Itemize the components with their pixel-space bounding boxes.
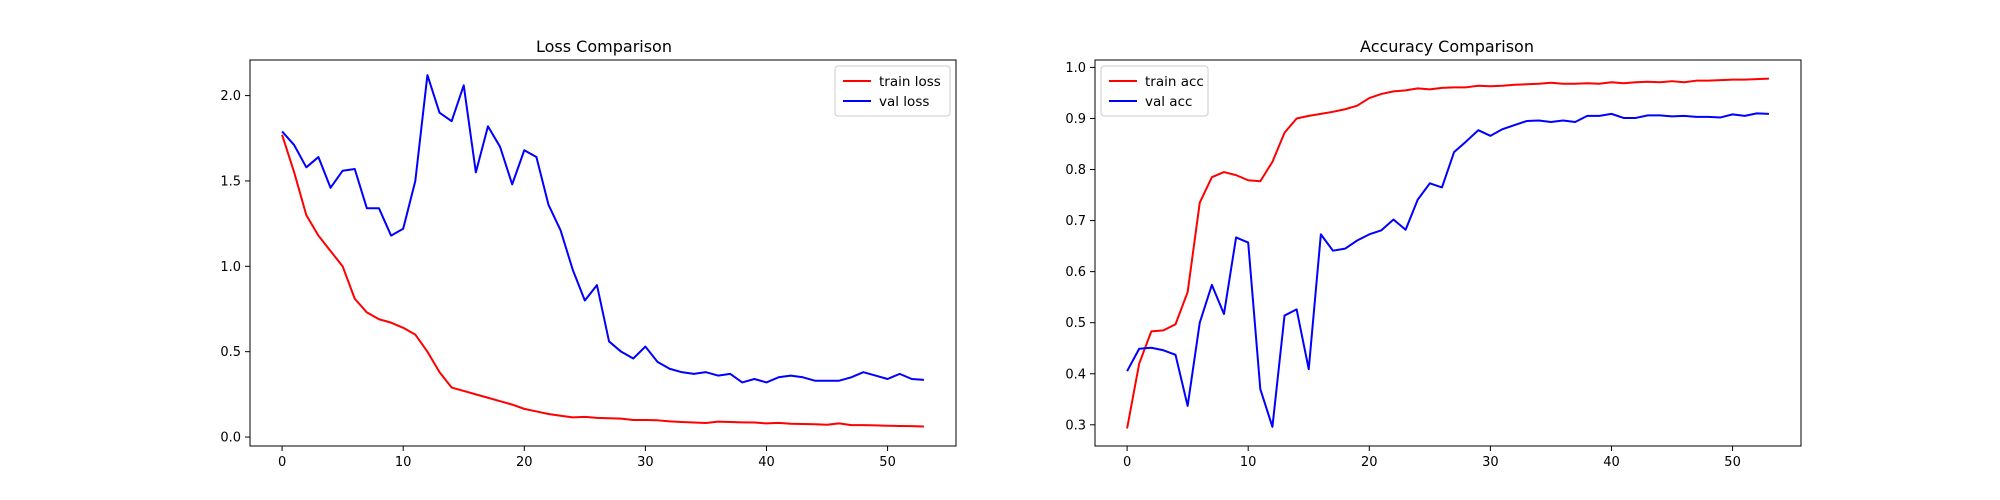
accuracy-series-line-train-acc	[1126, 77, 1769, 429]
loss-x-tick-label: 10	[395, 455, 412, 470]
accuracy-chart-title: Accuracy Comparison	[1360, 37, 1534, 56]
loss-legend-label: val loss	[879, 94, 929, 110]
accuracy-y-tick-label: 0.7	[1065, 214, 1086, 229]
loss-axis-ticks: 0 10 20 30 40 50 0.0 0.5 1.0 1.5 2.0	[220, 89, 896, 470]
loss-legend-label: train loss	[879, 74, 941, 90]
accuracy-legend-box	[1100, 65, 1209, 117]
loss-x-tick-label: 50	[879, 455, 896, 470]
loss-comparison-chart: Loss Comparison 0 10 20 30 40 50 0.0 0.5 1.0 1.5 2…	[220, 37, 957, 470]
loss-y-tick-label: 2.0	[220, 89, 241, 104]
loss-y-tick-label: 0.5	[220, 345, 241, 360]
accuracy-legend-label: val acc	[1145, 94, 1192, 110]
accuracy-y-tick-label: 0.4	[1065, 367, 1086, 382]
accuracy-x-tick-label: 0	[1123, 455, 1131, 470]
loss-plot-frame	[249, 59, 957, 447]
loss-x-tick-label: 20	[516, 455, 533, 470]
loss-x-tick-label: 40	[758, 455, 775, 470]
loss-series-lines	[281, 74, 924, 428]
accuracy-x-tick-label: 10	[1240, 455, 1257, 470]
accuracy-series-line-val-acc	[1126, 112, 1769, 428]
loss-x-tick-label: 0	[278, 455, 286, 470]
accuracy-series-lines	[1126, 77, 1769, 429]
accuracy-y-tick-label: 1.0	[1065, 61, 1086, 76]
loss-y-tick-label: 0.0	[220, 431, 241, 446]
accuracy-y-tick-label: 0.8	[1065, 163, 1086, 178]
accuracy-y-tick-label: 0.5	[1065, 316, 1086, 331]
accuracy-y-tick-label: 0.3	[1065, 418, 1086, 433]
accuracy-y-tick-label: 0.9	[1065, 112, 1086, 127]
accuracy-x-tick-label: 30	[1482, 455, 1499, 470]
loss-chart-title: Loss Comparison	[536, 37, 672, 56]
loss-series-line-val-loss	[281, 74, 924, 384]
loss-y-tick-label: 1.0	[220, 260, 241, 275]
accuracy-comparison-chart: Accuracy Comparison 0 10 20 30 40 50 0.3 0.4 0.5…	[1065, 37, 1802, 470]
loss-legend: train loss val loss	[834, 65, 951, 117]
accuracy-axis-ticks: 0 10 20 30 40 50 0.3 0.4 0.5 0.6 0.7 0.8 0.9 1.0	[1065, 61, 1741, 470]
loss-y-tick-label: 1.5	[220, 174, 241, 189]
accuracy-x-tick-label: 50	[1724, 455, 1741, 470]
accuracy-plot-frame	[1094, 59, 1802, 447]
loss-x-tick-label: 30	[637, 455, 654, 470]
loss-series-line-train-loss	[281, 134, 924, 428]
accuracy-y-tick-label: 0.6	[1065, 265, 1086, 280]
accuracy-legend: train acc val acc	[1100, 65, 1209, 117]
accuracy-x-tick-label: 20	[1361, 455, 1378, 470]
accuracy-legend-label: train acc	[1145, 74, 1204, 90]
loss-legend-box	[834, 65, 951, 117]
accuracy-x-tick-label: 40	[1603, 455, 1620, 470]
